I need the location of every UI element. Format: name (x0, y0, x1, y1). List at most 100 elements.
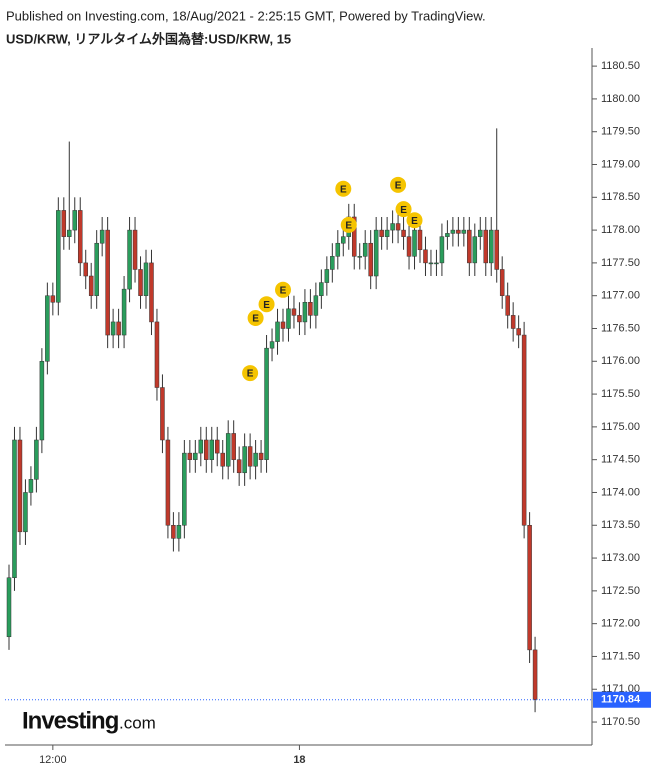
candle-body (373, 229, 379, 277)
candle-body (417, 229, 423, 251)
x-tick-label: 12:00 (39, 754, 67, 766)
candle-body (176, 525, 182, 539)
candle-body (445, 233, 450, 237)
candle-body (467, 229, 472, 264)
candle-body (499, 269, 505, 296)
candle-body (330, 256, 335, 270)
candle-body (209, 439, 215, 460)
candle-body (23, 492, 28, 533)
y-tick-label: 1180.00 (601, 93, 640, 105)
y-tick-label: 1175.00 (601, 421, 640, 433)
candle-body (72, 210, 78, 231)
candle-body (308, 302, 313, 316)
candle-body (532, 649, 538, 700)
y-tick-label: 1173.50 (601, 519, 640, 531)
candle-body (286, 308, 291, 329)
candle-body (94, 242, 99, 296)
candle-body (88, 275, 94, 296)
candle-body (28, 479, 34, 493)
candle-body (67, 229, 72, 237)
candle-body (313, 295, 319, 316)
x-tick-label: 18 (293, 754, 305, 766)
y-tick-label: 1178.50 (601, 191, 640, 203)
candle-body (368, 242, 373, 277)
candle-body (379, 229, 384, 237)
candle-body (264, 347, 269, 460)
event-marker (258, 296, 275, 313)
symbol-title: USD/KRW, リアルタイム外国為替:USD/KRW, 15 (6, 31, 291, 46)
candle-body (171, 525, 176, 539)
candle-body (461, 229, 467, 234)
candle-body (34, 439, 39, 480)
candle-body (412, 229, 417, 257)
candle-body (335, 242, 341, 257)
candle-body (149, 262, 154, 323)
event-label: E (400, 205, 407, 216)
y-tick-label: 1175.50 (601, 388, 640, 400)
event-label: E (247, 369, 254, 380)
event-marker (335, 180, 352, 197)
y-tick-label: 1179.50 (601, 126, 640, 138)
event-marker (406, 212, 423, 229)
candle-body (258, 452, 264, 460)
candle-body (456, 229, 461, 234)
candle-body (116, 321, 121, 336)
candle-body (494, 229, 499, 270)
candle-body (384, 229, 390, 237)
event-label: E (252, 314, 259, 325)
published-line: Published on Investing.com, 18/Aug/2021 … (6, 8, 486, 23)
candle-body (165, 439, 171, 526)
candle-body (83, 262, 88, 277)
candle-body (319, 282, 324, 296)
candle-body (182, 452, 187, 526)
candle-body (297, 315, 302, 323)
candle-body (105, 229, 110, 336)
y-tick-label: 1178.00 (601, 224, 640, 236)
candle-body (521, 334, 527, 526)
event-marker (242, 365, 259, 382)
candle-body (127, 229, 132, 290)
candle-body (390, 223, 395, 231)
candle-body (483, 229, 489, 264)
logo-suffix: .com (119, 713, 156, 732)
candle-body (77, 210, 83, 264)
candle-body (472, 236, 478, 264)
candle-body (275, 321, 280, 342)
candle-body (510, 315, 516, 329)
candle-body (143, 262, 149, 296)
event-marker (275, 281, 291, 298)
candle-body (362, 242, 368, 257)
y-tick-label: 1179.00 (601, 158, 640, 170)
candle-body (253, 452, 258, 467)
event-marker (395, 201, 412, 218)
candle-body (187, 452, 193, 460)
candle-body (488, 229, 494, 264)
candle-body (12, 439, 17, 578)
candle-body (302, 302, 308, 323)
candle-body (39, 361, 45, 441)
candle-body (138, 269, 143, 296)
candle-body (351, 216, 357, 257)
candle-body (516, 328, 521, 336)
event-marker (340, 216, 357, 233)
candle-body (423, 249, 428, 264)
event-marker (390, 176, 407, 193)
candle-body (395, 223, 401, 231)
candle-body (214, 439, 220, 454)
candle-body (341, 236, 346, 244)
candle-body (269, 341, 275, 349)
y-tick-label: 1180.50 (601, 60, 640, 72)
candle-body (132, 229, 138, 270)
y-tick-label: 1177.50 (601, 257, 640, 269)
candle-body (56, 210, 61, 303)
candle-body (406, 236, 412, 257)
candle-body (527, 525, 532, 651)
candle-body (231, 433, 236, 460)
logo-brand: Investing (22, 707, 119, 734)
y-tick-label: 1170.50 (601, 716, 640, 728)
candle-body (236, 459, 242, 474)
event-label: E (263, 300, 270, 311)
last-price-label: 1170.84 (601, 694, 641, 706)
event-marker (247, 309, 264, 326)
